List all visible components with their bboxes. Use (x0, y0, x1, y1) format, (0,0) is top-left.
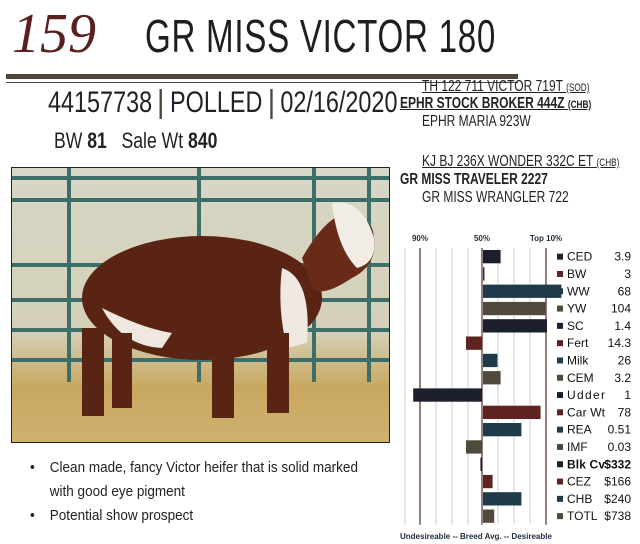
axis-label: 90% (412, 234, 428, 243)
epd-bar (483, 371, 501, 385)
trait-label: Fert (567, 336, 589, 350)
epd-value: 104 (611, 302, 631, 316)
legend-swatch (557, 270, 563, 277)
epd-bar (413, 388, 482, 402)
pedigree-sire-dam: EPHR MARIA 923W (422, 113, 531, 130)
legend-swatch (557, 461, 563, 468)
epd-value: 3.2 (614, 371, 631, 385)
epd-value: 3 (624, 267, 631, 281)
trait-label: Blk Cv (567, 457, 605, 471)
legend-swatch (557, 409, 563, 416)
pedigree-dam: GR MISS TRAVELER 2227 (400, 171, 548, 188)
legend-swatch (557, 392, 563, 399)
trait-label: Udder (567, 388, 605, 402)
legend-swatch (557, 322, 563, 329)
epd-bar (483, 301, 546, 316)
trait-label: CEZ (567, 475, 591, 489)
epd-value: $166 (604, 475, 631, 489)
epd-value: 78 (618, 405, 632, 419)
pedigree-dam-dam: GR MISS WRANGLER 722 (422, 189, 569, 206)
epd-bar (483, 492, 522, 506)
trait-label: CED (567, 250, 593, 264)
epd-chart: 90% 50% Top 10% CED 3.9 BW 3 WW 68 YW 104 SC 1.4 Fert… (400, 234, 632, 541)
legend-swatch (557, 443, 563, 450)
bw-label: BW (54, 128, 83, 153)
legend-swatch (557, 513, 563, 520)
epd-bar (466, 440, 482, 454)
epd-bar (483, 353, 498, 368)
epd-bar (466, 336, 482, 350)
epd-value: 14.3 (608, 336, 632, 350)
horn-status: POLLED (170, 86, 263, 119)
trait-label: YW (567, 302, 587, 316)
epd-value: $240 (604, 492, 631, 506)
trait-label: CEM (567, 371, 594, 385)
trait-label: BW (567, 267, 587, 281)
id-line: 44157738 POLLED 02/16/2020 (48, 86, 397, 120)
epd-value: $738 (604, 509, 631, 523)
epd-bar (483, 319, 547, 333)
epd-value: $332 (604, 457, 631, 471)
epd-bar (483, 405, 541, 419)
pedigree-sire: EPHR STOCK BROKER 444Z (CHB) (400, 95, 592, 112)
legend-swatch (557, 305, 563, 312)
epd-bar (483, 267, 485, 281)
trait-label: Car Wt (567, 405, 606, 419)
comment: Potential show prospect (30, 504, 358, 528)
epd-value: 68 (618, 284, 632, 298)
trait-label: WW (567, 284, 590, 298)
trait-label: IMF (567, 440, 588, 454)
heifer-illustration (82, 202, 375, 418)
legend-swatch (557, 426, 563, 433)
epd-value: 1 (624, 388, 631, 402)
epd-bar (483, 509, 495, 523)
axis-label: Top 10% (530, 234, 562, 243)
sale-wt-value: 840 (188, 128, 218, 153)
epd-bar (483, 284, 562, 298)
title-rule-thin (6, 82, 518, 83)
trait-label: SC (567, 319, 584, 333)
title-rule (6, 74, 518, 79)
epd-bar (480, 457, 482, 471)
animal-name: GR MISS VICTOR 180 (145, 10, 497, 62)
epd-value: 0.03 (608, 440, 632, 454)
weights: BW 81 Sale Wt 840 (54, 128, 217, 154)
chart-footer: Undesireable -- Breed Avg. -- Desireable (400, 532, 552, 541)
epd-value: 26 (618, 353, 632, 367)
legend-swatch (557, 340, 563, 347)
divider (159, 89, 163, 120)
epd-value: 1.4 (614, 319, 631, 333)
bw-value: 81 (87, 128, 107, 153)
legend-swatch (557, 357, 563, 364)
pedigree-sire-sire: TH 122 711 VICTOR 719T (SOD) (422, 78, 590, 95)
axis-label: 50% (474, 234, 490, 243)
legend-swatch (557, 495, 563, 502)
epd-value: 3.9 (614, 250, 631, 264)
trait-label: REA (567, 423, 592, 437)
birth-date: 02/16/2020 (280, 86, 398, 119)
trait-label: Milk (567, 353, 589, 367)
legend-swatch (557, 253, 563, 260)
sale-wt-label: Sale Wt (121, 128, 184, 153)
legend-swatch (557, 288, 563, 295)
comment: Clean made, fancy Victor heifer that is … (30, 456, 358, 504)
registration-number: 44157738 (48, 86, 153, 119)
legend-swatch (557, 374, 563, 381)
pedigree-dam-sire: KJ BJ 236X WONDER 332C ET (CHB) (422, 153, 620, 170)
animal-photo (11, 167, 390, 443)
epd-bar (483, 474, 493, 489)
epd-bar (483, 423, 522, 437)
epd-value: 0.51 (608, 423, 632, 437)
comments-list: Clean made, fancy Victor heifer that is … (30, 456, 358, 528)
divider (270, 89, 273, 120)
lot-number: 159 (12, 3, 96, 65)
trait-label: CHB (567, 492, 592, 506)
epd-bar (483, 250, 501, 264)
trait-label: TOTL (567, 509, 598, 523)
legend-swatch (557, 478, 563, 485)
